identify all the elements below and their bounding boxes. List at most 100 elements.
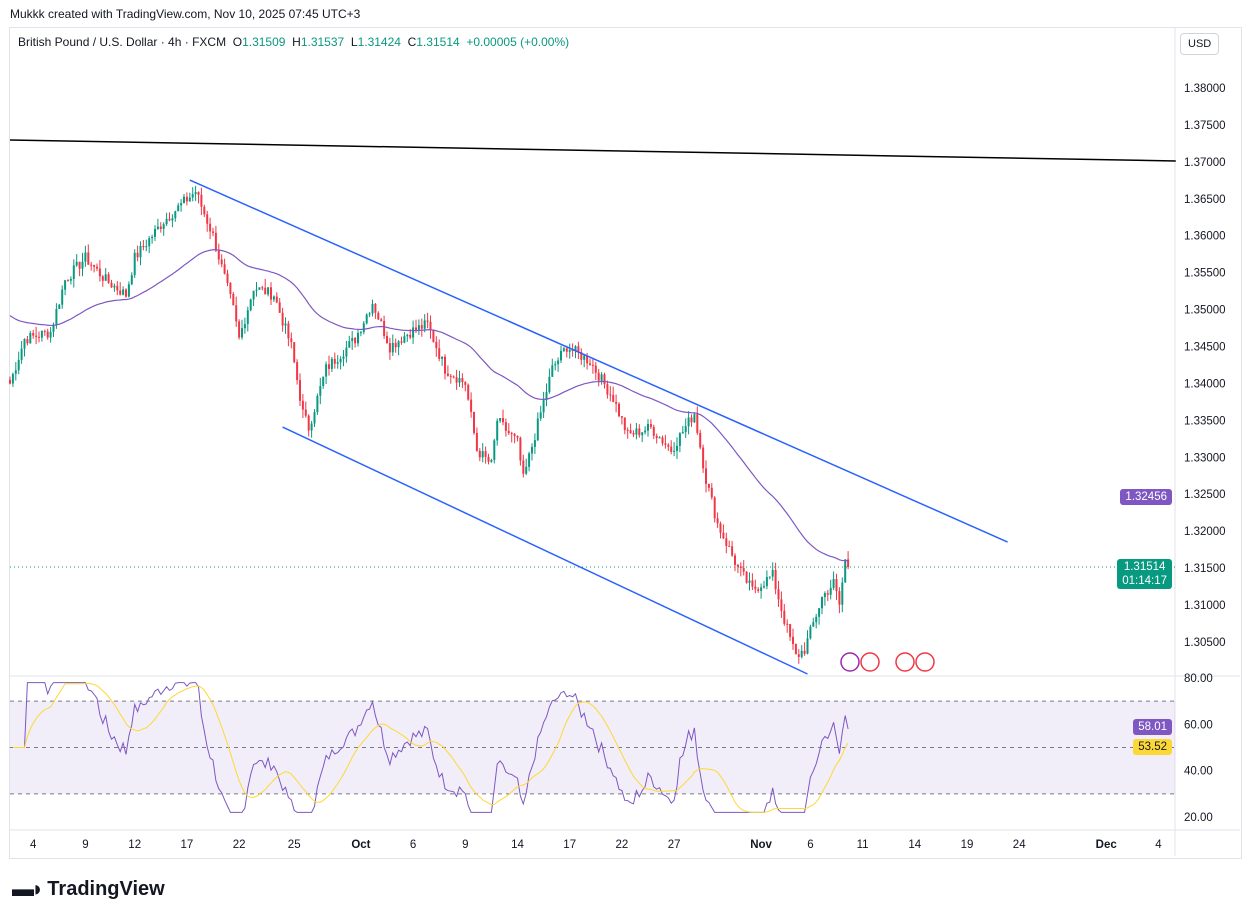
candle-body: [420, 325, 423, 329]
candle-body: [470, 399, 473, 412]
candle-body: [667, 444, 670, 447]
time-tick-label: Dec: [1096, 839, 1118, 851]
price-tick-label: 1.38000: [1184, 83, 1226, 95]
candle-body: [90, 264, 93, 266]
open-value: 1.31509: [242, 35, 286, 49]
candle-body: [217, 250, 220, 260]
rsi-tick-label: 20.00: [1184, 812, 1213, 824]
tv-logo-icon: ▬◗: [12, 876, 44, 901]
us-event-icon[interactable]: [915, 652, 935, 672]
candle-body: [394, 342, 397, 348]
candle-body: [441, 356, 444, 359]
candle-body: [38, 336, 40, 338]
candle-body: [377, 312, 380, 320]
candle-body: [81, 261, 84, 269]
candle-body: [536, 418, 539, 441]
flash-event-icon[interactable]: [840, 652, 860, 672]
candle-body: [362, 323, 365, 333]
candle-body: [180, 203, 183, 206]
candle-body: [693, 414, 696, 423]
candle-body: [681, 431, 684, 434]
time-tick-label: 12: [128, 839, 141, 851]
time-tick-label: 25: [288, 839, 301, 851]
candle-body: [200, 194, 203, 207]
tradingview-logo[interactable]: ▬◗ TradingView: [12, 876, 165, 902]
candle-body: [191, 194, 194, 198]
candle-body: [638, 428, 641, 436]
candle-body: [449, 375, 452, 377]
candle-body: [792, 636, 794, 645]
rsi-ma-tag: 53.52: [1133, 739, 1172, 755]
candle-body: [241, 328, 243, 338]
last-price-tag: 1.31514 01:14:17: [1117, 559, 1172, 589]
candle-body: [435, 341, 438, 349]
candle-body: [61, 289, 64, 305]
candle-body: [171, 218, 174, 221]
candle-body: [299, 380, 301, 401]
candle-body: [815, 616, 818, 623]
open-label: O: [232, 35, 243, 49]
candle-body: [603, 374, 606, 385]
brand-name: TradingView: [47, 877, 165, 900]
candle-body: [528, 453, 531, 467]
gb-event-icon[interactable]: [860, 652, 880, 672]
candle-body: [365, 314, 368, 324]
candle-body: [278, 302, 281, 313]
currency-button[interactable]: USD: [1180, 33, 1220, 55]
candle-body: [710, 487, 713, 498]
candle-body: [357, 333, 359, 344]
candle-body: [185, 196, 188, 202]
candle-body: [261, 287, 264, 289]
price-tick-label: 1.34000: [1184, 378, 1226, 390]
symbol-name[interactable]: British Pound / U.S. Dollar · 4h · FXCM: [18, 35, 227, 49]
candle-body: [589, 363, 591, 365]
candle-body: [690, 417, 693, 423]
candle-body: [673, 450, 676, 452]
candle-body: [296, 362, 299, 381]
candle-body: [11, 373, 14, 384]
candle-body: [847, 559, 850, 568]
candle-body: [267, 287, 270, 295]
candle-body: [438, 348, 441, 359]
price-tick-label: 1.34500: [1184, 342, 1226, 354]
candle-body: [328, 364, 330, 369]
price-tick-label: 1.37000: [1184, 157, 1226, 169]
candle-body: [812, 622, 815, 627]
candle-body: [664, 443, 667, 445]
candle-body: [522, 460, 525, 474]
candle-body: [107, 274, 110, 283]
candle-body: [351, 338, 354, 342]
time-tick-label: 22: [233, 839, 246, 851]
candle-body: [301, 400, 304, 410]
candle-body: [209, 223, 212, 232]
time-tick-label: 11: [857, 839, 869, 851]
candle-body: [519, 437, 522, 461]
price-tick-label: 1.32000: [1184, 526, 1226, 538]
chart-frame[interactable]: [9, 27, 1242, 859]
candle-body: [72, 265, 75, 280]
candle-body: [684, 426, 687, 432]
rsi-ma-line: [12, 682, 849, 813]
candle-body: [551, 365, 554, 377]
candle-body: [229, 282, 232, 294]
candle-body: [125, 289, 127, 297]
candle-body: [580, 352, 583, 360]
gb-event-icon[interactable]: [895, 652, 915, 672]
candle-body: [606, 384, 609, 395]
candle-body: [148, 238, 151, 247]
rsi-tick-label: 40.00: [1184, 766, 1213, 778]
candle-body: [484, 451, 487, 457]
candle-body: [98, 268, 101, 277]
candle-body: [339, 358, 342, 363]
candle-body: [458, 378, 461, 383]
candle-body: [696, 414, 699, 433]
price-tick-label: 1.36000: [1184, 231, 1226, 243]
candle-body: [220, 259, 223, 265]
candle-body: [64, 280, 67, 290]
candle-body: [270, 287, 272, 300]
candle-body: [127, 284, 130, 297]
candle-body: [119, 290, 122, 295]
candle-body: [754, 586, 757, 590]
candle-body: [768, 576, 771, 578]
